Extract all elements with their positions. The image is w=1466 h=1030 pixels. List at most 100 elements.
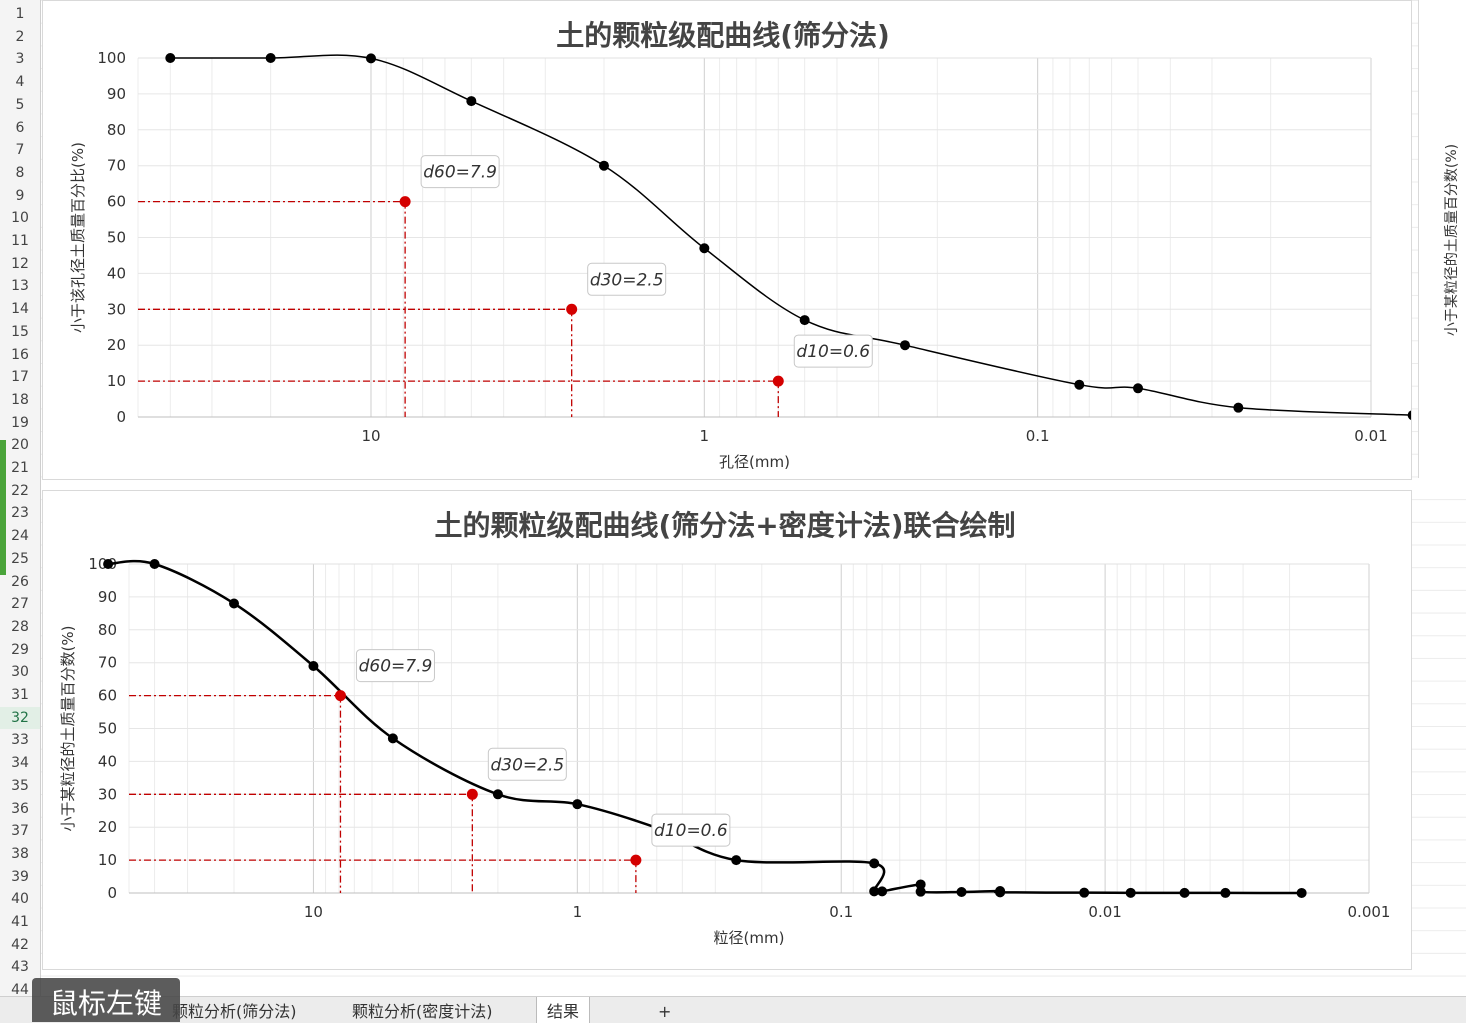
y-tick-label: 90 [107, 85, 126, 103]
partial-chart-axis-label: 小于某粒径的土质量百分数(%) [1444, 143, 1460, 337]
y-tick-label: 20 [107, 336, 126, 354]
row-header-33[interactable]: 33 [11, 732, 29, 749]
y-tick-label: 10 [98, 851, 117, 869]
sheet-tab-result[interactable]: 结果 [536, 997, 591, 1023]
y-tick-label: 30 [98, 785, 117, 803]
row-header-24[interactable]: 24 [11, 528, 29, 545]
grading-curve [170, 54, 1413, 416]
row-header-10[interactable]: 10 [11, 210, 29, 227]
y-tick-label: 40 [98, 752, 117, 770]
row-header-23[interactable]: 23 [11, 505, 29, 522]
row-header-11[interactable]: 11 [11, 233, 29, 249]
data-point [956, 887, 967, 898]
row-header-32[interactable]: 32 [0, 706, 40, 729]
y-tick-label: 60 [98, 687, 117, 705]
y-tick-label: 0 [116, 408, 126, 426]
x-tick-label: 0.1 [1026, 427, 1050, 445]
row-header-13[interactable]: 13 [11, 278, 29, 295]
y-tick-label: 60 [107, 193, 126, 211]
row-header-34[interactable]: 34 [11, 755, 29, 772]
annotation-marker [566, 303, 578, 315]
row-header-18[interactable]: 18 [11, 391, 29, 408]
data-point [877, 886, 888, 897]
data-point [265, 53, 276, 63]
y-tick-label: 20 [98, 818, 117, 836]
row-header-8[interactable]: 8 [15, 164, 25, 181]
row-header-20[interactable]: 20 [11, 437, 29, 454]
row-header-25[interactable]: 25 [11, 550, 29, 567]
row-header-28[interactable]: 28 [11, 618, 29, 635]
row-header-6[interactable]: 6 [15, 119, 25, 136]
row-header-38[interactable]: 38 [11, 845, 29, 862]
data-point [915, 879, 926, 890]
x-tick-label: 0.1 [829, 903, 853, 921]
grading-curve [108, 559, 1302, 895]
chart-combined[interactable]: 土的颗粒级配曲线(筛分法+密度计法)联合绘制 100 90 80 70 60 50 40 30 2… [42, 490, 1412, 970]
row-header-1[interactable]: 1 [15, 6, 25, 22]
row-header-44[interactable]: 44 [11, 982, 29, 999]
row-header-2[interactable]: 2 [15, 28, 25, 45]
y-tick-label: 70 [98, 654, 117, 672]
row-header-9[interactable]: 9 [15, 187, 25, 204]
row-header-41[interactable]: 41 [11, 914, 29, 930]
x-axis-title: 粒径(mm) [714, 929, 785, 947]
row-header-15[interactable]: 15 [11, 323, 29, 340]
data-point [308, 660, 319, 671]
data-point [1074, 379, 1085, 390]
row-header-26[interactable]: 26 [11, 573, 29, 590]
data-point [869, 886, 880, 897]
row-header-3[interactable]: 3 [15, 51, 25, 68]
row-header-39[interactable]: 39 [11, 868, 29, 885]
annotation-marker [466, 788, 478, 800]
annotation-marker [772, 375, 784, 387]
row-header-43[interactable]: 43 [11, 959, 29, 976]
y-axis-title: 小于该孔径土质量百分比(%) [69, 142, 87, 333]
mouse-hint-overlay: 鼠标左键 [32, 978, 180, 1022]
data-point [1220, 887, 1231, 898]
annotation-label: d10=0.6 [796, 342, 870, 362]
row-header-35[interactable]: 35 [11, 777, 29, 794]
row-header-16[interactable]: 16 [11, 346, 29, 363]
row-header-31[interactable]: 31 [11, 687, 29, 703]
annotation-marker [334, 690, 346, 702]
row-header-29[interactable]: 29 [11, 641, 29, 658]
data-point [900, 340, 911, 351]
annotation-label: d60=7.9 [423, 163, 497, 183]
row-header-4[interactable]: 4 [15, 74, 25, 91]
data-point [598, 160, 609, 171]
add-sheet-button[interactable]: + [658, 1002, 672, 1021]
data-point [466, 96, 477, 107]
y-axis-title: 小于某粒径的土质量百分数(%) [59, 626, 77, 832]
y-tick-label: 30 [107, 300, 126, 318]
sheet-tab-bar: 颗粒分析(筛分法) 颗粒分析(密度计法) 结果 + [0, 996, 1466, 1023]
row-header-22[interactable]: 22 [11, 482, 29, 499]
row-header-42[interactable]: 42 [11, 936, 29, 953]
y-tick-label: 70 [107, 157, 126, 175]
data-point [365, 53, 376, 64]
row-header-30[interactable]: 30 [11, 664, 29, 681]
row-header-5[interactable]: 5 [15, 96, 25, 113]
sheet-tab-sieve[interactable]: 颗粒分析(筛分法) [172, 1002, 297, 1021]
row-header-21[interactable]: 21 [11, 460, 29, 476]
row-header-12[interactable]: 12 [11, 255, 29, 272]
row-header-7[interactable]: 7 [15, 142, 25, 159]
data-point [1179, 887, 1190, 898]
data-point [995, 887, 1006, 898]
annotation-label: d60=7.9 [359, 657, 433, 677]
annotation-box [651, 813, 731, 847]
row-header-37[interactable]: 37 [11, 823, 29, 840]
annotation-label: d30=2.5 [590, 270, 664, 290]
row-header-36[interactable]: 36 [11, 800, 29, 817]
y-tick-label: 0 [107, 884, 117, 902]
row-header-17[interactable]: 17 [11, 369, 29, 386]
row-header-19[interactable]: 19 [11, 414, 29, 431]
chart-sieve[interactable]: 土的颗粒级配曲线(筛分法) 100 90 80 70 60 50 40 30 20 10 0 10 1 0.… [42, 0, 1418, 480]
sheet-tab-hydrometer[interactable]: 颗粒分析(密度计法) [352, 1002, 493, 1021]
data-point [387, 733, 398, 744]
data-point [1125, 887, 1136, 898]
row-header-40[interactable]: 40 [11, 891, 29, 908]
row-header-27[interactable]: 27 [11, 596, 29, 613]
y-tick-label: 90 [98, 588, 117, 606]
row-header-14[interactable]: 14 [11, 301, 29, 318]
x-tick-label: 1 [700, 427, 710, 445]
